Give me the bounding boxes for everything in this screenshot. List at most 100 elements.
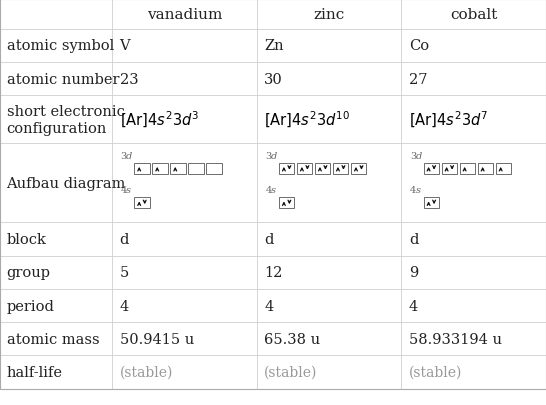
Bar (401, 256, 546, 289)
Bar (170, 163, 186, 175)
Text: 12: 12 (264, 266, 283, 279)
Text: Zn: Zn (264, 39, 284, 53)
Bar (257, 63, 401, 96)
Bar (0, 63, 112, 96)
Text: Co: Co (409, 39, 429, 53)
Bar (0, 96, 112, 144)
Bar (0, 30, 112, 63)
Bar (257, 322, 401, 356)
Text: Aufbau diagram: Aufbau diagram (7, 176, 126, 190)
Text: $\mathregular{[Ar]4}s^{\mathregular{2}}\mathregular{3}d^{\mathregular{10}}$: $\mathregular{[Ar]4}s^{\mathregular{2}}\… (264, 110, 351, 130)
Text: (stable): (stable) (120, 365, 173, 379)
Bar (424, 198, 439, 209)
Bar (112, 256, 257, 289)
Bar (0, 0, 112, 30)
Text: 4: 4 (120, 299, 129, 313)
Bar (112, 0, 257, 30)
Text: d: d (409, 232, 418, 246)
Text: d: d (271, 151, 277, 160)
Text: d: d (264, 232, 274, 246)
Text: d: d (126, 151, 132, 160)
Bar (0, 289, 112, 322)
Bar (0, 356, 112, 389)
Text: d: d (120, 232, 129, 246)
Text: 4: 4 (410, 186, 416, 195)
Text: $\mathregular{[Ar]4}s^{\mathregular{2}}\mathregular{3}d^{\mathregular{7}}$: $\mathregular{[Ar]4}s^{\mathregular{2}}\… (409, 110, 488, 130)
Bar (257, 96, 401, 144)
Bar (279, 198, 294, 209)
Text: 65.38 u: 65.38 u (264, 332, 321, 346)
Bar (401, 0, 546, 30)
Text: 4: 4 (264, 299, 274, 313)
Text: group: group (7, 266, 51, 279)
Bar (112, 144, 257, 223)
Text: atomic number: atomic number (7, 72, 119, 86)
Text: block: block (7, 232, 46, 246)
Bar (401, 322, 546, 356)
Bar (351, 163, 366, 175)
Bar (206, 163, 222, 175)
Text: 50.9415 u: 50.9415 u (120, 332, 194, 346)
Text: 4: 4 (409, 299, 418, 313)
Text: atomic mass: atomic mass (7, 332, 99, 346)
Bar (112, 223, 257, 256)
Text: zinc: zinc (313, 8, 345, 22)
Bar (333, 163, 348, 175)
Bar (257, 289, 401, 322)
Bar (134, 198, 150, 209)
Text: 5: 5 (120, 266, 129, 279)
Text: d: d (416, 151, 422, 160)
Bar (257, 0, 401, 30)
Text: $\mathregular{[Ar]4}s^{\mathregular{2}}\mathregular{3}d^{\mathregular{3}}$: $\mathregular{[Ar]4}s^{\mathregular{2}}\… (120, 110, 199, 130)
Bar (257, 223, 401, 256)
Text: 9: 9 (409, 266, 418, 279)
Bar (112, 96, 257, 144)
Text: 4: 4 (265, 186, 271, 195)
Bar (134, 163, 150, 175)
Bar (0, 256, 112, 289)
Text: V: V (120, 39, 130, 53)
Bar (112, 30, 257, 63)
Text: 27: 27 (409, 72, 428, 86)
Bar (401, 289, 546, 322)
Bar (279, 163, 294, 175)
Text: short electronic
configuration: short electronic configuration (7, 104, 124, 136)
Bar (0, 144, 112, 223)
Bar (460, 163, 475, 175)
Bar (152, 163, 168, 175)
Bar (401, 96, 546, 144)
Text: atomic symbol: atomic symbol (7, 39, 114, 53)
Bar (297, 163, 312, 175)
Text: (stable): (stable) (264, 365, 318, 379)
Text: half-life: half-life (7, 365, 63, 379)
Bar (315, 163, 330, 175)
Bar (112, 289, 257, 322)
Bar (496, 163, 511, 175)
Bar (442, 163, 457, 175)
Bar (112, 356, 257, 389)
Bar (401, 223, 546, 256)
Bar (257, 356, 401, 389)
Bar (112, 322, 257, 356)
Bar (401, 356, 546, 389)
Text: 3: 3 (121, 151, 127, 160)
Text: 58.933194 u: 58.933194 u (409, 332, 502, 346)
Text: vanadium: vanadium (146, 8, 222, 22)
Bar (424, 163, 439, 175)
Text: 4: 4 (121, 186, 127, 195)
Text: s: s (271, 186, 276, 195)
Text: 3: 3 (265, 151, 271, 160)
Bar (112, 63, 257, 96)
Bar (478, 163, 493, 175)
Bar (257, 30, 401, 63)
Bar (401, 144, 546, 223)
Bar (257, 144, 401, 223)
Text: 3: 3 (410, 151, 416, 160)
Bar (0, 322, 112, 356)
Text: cobalt: cobalt (450, 8, 497, 22)
Text: 23: 23 (120, 72, 138, 86)
Text: s: s (126, 186, 131, 195)
Bar (257, 256, 401, 289)
Bar (401, 63, 546, 96)
Text: (stable): (stable) (409, 365, 462, 379)
